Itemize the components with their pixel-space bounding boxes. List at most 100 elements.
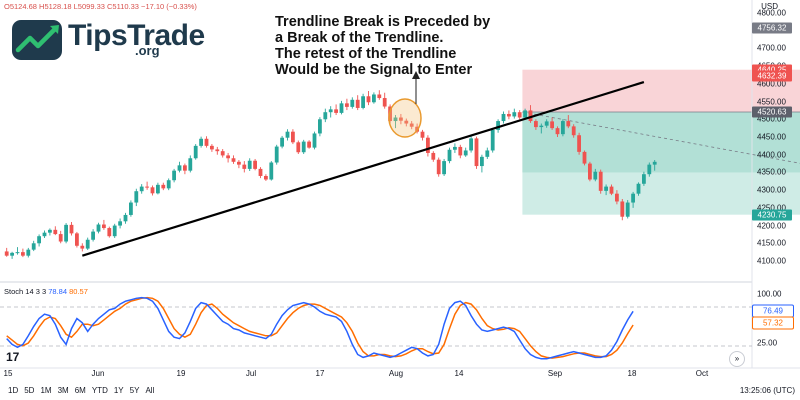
candle bbox=[193, 144, 198, 160]
currency-label[interactable]: USD bbox=[761, 2, 778, 11]
candle bbox=[458, 144, 463, 159]
candle-body bbox=[447, 149, 452, 162]
candle bbox=[150, 185, 155, 196]
timeframe-6m-button[interactable]: 6M bbox=[74, 386, 86, 395]
candle-body bbox=[469, 138, 473, 151]
candle bbox=[58, 230, 63, 244]
timeframe-ytd-button[interactable]: YTD bbox=[91, 386, 108, 395]
candle bbox=[534, 119, 538, 130]
candle-body bbox=[555, 128, 560, 135]
tipstrade-logo bbox=[12, 20, 62, 60]
candle bbox=[107, 226, 112, 238]
candle bbox=[447, 147, 452, 164]
candle bbox=[372, 92, 376, 104]
candle-body bbox=[523, 110, 527, 118]
timeframe-3m-button[interactable]: 3M bbox=[57, 386, 69, 395]
timeframe-all-button[interactable]: All bbox=[145, 386, 155, 395]
breakout-highlight bbox=[388, 98, 422, 138]
timeframe-1m-button[interactable]: 1M bbox=[40, 386, 52, 395]
time-label: Aug bbox=[388, 369, 404, 378]
candle bbox=[431, 151, 436, 162]
candle-body bbox=[291, 131, 295, 143]
utc-clock[interactable]: 13:25:06 (UTC) bbox=[739, 386, 795, 395]
candle-body bbox=[458, 146, 463, 156]
candle bbox=[4, 247, 9, 257]
price-tick-label: 4350.00 bbox=[757, 167, 786, 177]
price-tag: 4756.32 bbox=[752, 22, 792, 34]
price-tick-label: 4800.00 bbox=[757, 8, 786, 18]
candle-body bbox=[642, 174, 646, 184]
trendline[interactable] bbox=[81, 81, 645, 257]
timeframe-1d-button[interactable]: 1D bbox=[8, 386, 19, 395]
stoch-k-value: 78.84 bbox=[48, 287, 68, 296]
timeframe-1y-button[interactable]: 1Y bbox=[113, 386, 124, 395]
stoch-d-line bbox=[6, 296, 634, 359]
candle-body bbox=[183, 165, 187, 171]
candle bbox=[26, 247, 31, 258]
candle bbox=[328, 106, 333, 118]
annotation-line-1: Trendline Break is Preceded by bbox=[275, 14, 491, 30]
candle-body bbox=[264, 175, 268, 180]
candle bbox=[555, 126, 560, 137]
tradingview-logo-icon[interactable]: 17 bbox=[6, 350, 20, 364]
candle bbox=[625, 200, 630, 219]
candle bbox=[237, 160, 241, 169]
candle bbox=[490, 128, 495, 153]
candle bbox=[382, 92, 387, 109]
candle bbox=[31, 240, 36, 252]
candle bbox=[253, 158, 257, 171]
candle bbox=[469, 136, 473, 153]
candle-body bbox=[501, 113, 506, 122]
candle bbox=[334, 104, 338, 116]
candle bbox=[361, 93, 365, 110]
candle bbox=[188, 155, 193, 173]
candle bbox=[571, 124, 576, 138]
candle bbox=[226, 152, 230, 163]
candle bbox=[204, 136, 209, 148]
annotation-arrowhead bbox=[412, 71, 420, 79]
candle bbox=[480, 154, 484, 173]
candle bbox=[604, 184, 608, 196]
candle bbox=[129, 200, 133, 217]
candle-body bbox=[199, 138, 203, 146]
candle bbox=[301, 139, 306, 155]
timeframe-5y-button[interactable]: 5Y bbox=[129, 386, 140, 395]
candle-body bbox=[96, 224, 101, 232]
candle-body bbox=[64, 224, 68, 242]
candle-body bbox=[204, 138, 209, 146]
price-tick-label: 4700.00 bbox=[757, 43, 786, 53]
candle bbox=[15, 247, 20, 255]
candle-body bbox=[129, 202, 133, 215]
candle-body bbox=[480, 156, 484, 167]
candle-body bbox=[582, 151, 587, 164]
candle bbox=[631, 191, 635, 208]
stoch-k-line bbox=[6, 296, 634, 360]
candle bbox=[48, 228, 52, 236]
candle-body bbox=[231, 158, 236, 162]
candle bbox=[199, 136, 203, 148]
price-tick-label: 4600.00 bbox=[757, 79, 786, 89]
candle-body bbox=[85, 239, 90, 249]
candle-body bbox=[107, 228, 112, 237]
candle-body bbox=[31, 243, 36, 250]
price-tag: 4632.39 bbox=[752, 70, 792, 82]
candle-body bbox=[237, 161, 241, 165]
candle bbox=[366, 90, 371, 106]
candle-body bbox=[544, 121, 549, 126]
candle-body bbox=[48, 229, 52, 233]
candle-body bbox=[631, 193, 635, 203]
timeframe-5d-button[interactable]: 5D bbox=[24, 386, 35, 395]
candle-body bbox=[507, 113, 511, 117]
time-label: 14 bbox=[454, 369, 464, 378]
candle bbox=[615, 190, 619, 205]
candle-body bbox=[426, 137, 430, 153]
candle-body bbox=[26, 249, 31, 256]
candle bbox=[539, 123, 544, 134]
candle-body bbox=[453, 146, 457, 150]
candle bbox=[593, 168, 598, 182]
candle-body bbox=[161, 184, 166, 189]
candle-body bbox=[4, 251, 9, 256]
scroll-to-realtime-button[interactable]: » bbox=[729, 351, 745, 367]
price-tag: 4230.75 bbox=[752, 209, 792, 221]
